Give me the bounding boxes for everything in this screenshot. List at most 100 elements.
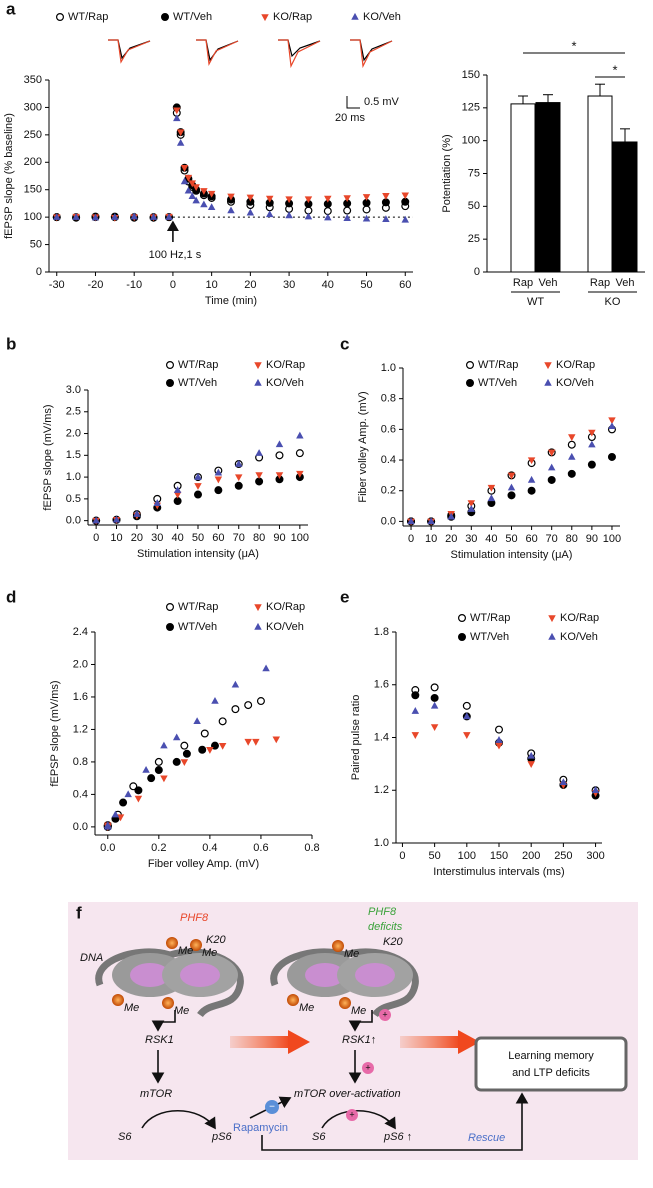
svg-text:−: −	[269, 1102, 275, 1113]
data-point	[193, 717, 201, 725]
data-point	[153, 499, 161, 506]
legend-marker	[466, 361, 475, 370]
legend-marker	[548, 632, 556, 640]
data-point	[235, 474, 243, 482]
data-point	[154, 757, 163, 766]
y-axis-label: fEPSP slope (% baseline)	[3, 113, 15, 239]
data-point	[231, 705, 240, 714]
outcome-box	[474, 1036, 628, 1092]
data-point	[194, 473, 202, 480]
data-point	[275, 451, 284, 460]
me-label: Me	[174, 1005, 189, 1017]
rapamycin-label: Rapamycin	[233, 1122, 288, 1134]
data-point	[173, 491, 182, 499]
data-point	[188, 192, 197, 200]
data-point	[527, 475, 536, 483]
data-point	[527, 457, 536, 465]
y-tick-label: 1.0	[66, 471, 81, 483]
x-tick-label: 10	[110, 532, 122, 544]
outcome-label: Learning memory	[508, 1050, 594, 1062]
legend-marker	[166, 361, 175, 370]
legend-marker	[548, 615, 556, 623]
data-point	[53, 213, 61, 220]
legend-label: WT/Veh	[173, 11, 212, 23]
data-point	[180, 177, 189, 185]
outcome-label: and LTP deficits	[512, 1067, 590, 1079]
x-tick-label: 90	[273, 532, 285, 544]
data-point	[411, 732, 420, 739]
legend-label: WT/Veh	[470, 631, 509, 643]
x-tick-label: 0.6	[253, 842, 268, 854]
x-tick-label: 30	[151, 532, 163, 544]
mtor-over-label: mTOR over-activation	[294, 1088, 401, 1100]
data-point	[608, 422, 616, 430]
data-point	[184, 186, 193, 194]
data-point	[362, 214, 371, 222]
data-point	[134, 795, 143, 803]
y-tick-label: 100	[24, 211, 42, 223]
x-tick-label: 0	[93, 532, 99, 544]
y-tick-label: 1.8	[374, 626, 389, 638]
data-point	[495, 736, 503, 743]
data-point	[149, 213, 158, 220]
data-point	[246, 194, 255, 202]
x-tick-label: 10	[206, 279, 218, 291]
data-point	[214, 468, 223, 476]
me-label: Me	[178, 945, 193, 957]
x-tick-label: 20	[131, 532, 143, 544]
legend-label: WT/Veh	[178, 377, 217, 389]
bar	[612, 141, 638, 273]
data-point	[92, 516, 100, 524]
x-tick-label: 70	[233, 532, 245, 544]
y-tick-label: 1.4	[374, 731, 389, 743]
y-axis-label: fEPSP slope (mV/ms)	[42, 404, 54, 510]
data-point	[176, 139, 185, 146]
data-point	[91, 213, 100, 221]
legend-marker	[544, 362, 552, 370]
data-point	[547, 449, 556, 457]
legend-label: WT/Rap	[178, 601, 218, 613]
data-point	[607, 452, 616, 461]
x-tick-label: 80	[566, 533, 578, 545]
data-point	[275, 472, 284, 479]
data-point	[112, 515, 121, 523]
y-tick-label: 2.4	[73, 626, 88, 638]
data-point	[104, 821, 112, 828]
x-tick-label: -30	[49, 279, 65, 291]
data-point	[192, 184, 200, 192]
y-tick-label: 0.2	[381, 485, 396, 497]
data-point	[467, 505, 476, 512]
svg-text:+: +	[365, 1062, 370, 1072]
data-point	[285, 211, 293, 219]
data-point	[567, 440, 576, 449]
significance-label: *	[612, 62, 617, 77]
x-tick-label: Veh	[539, 277, 558, 289]
legend-marker	[166, 622, 175, 631]
data-point	[487, 494, 496, 502]
data-point	[173, 107, 181, 115]
legend-marker	[166, 602, 175, 611]
legend-label: WT/Veh	[178, 621, 217, 633]
data-point	[244, 701, 253, 710]
data-point	[160, 741, 168, 749]
data-point	[72, 213, 80, 220]
y-tick-label: 50	[30, 238, 42, 250]
data-point	[231, 680, 240, 688]
y-tick-label: 0.4	[73, 788, 88, 800]
legend-marker	[161, 13, 170, 22]
legend-marker	[254, 622, 262, 630]
data-point	[407, 517, 415, 525]
data-point	[588, 440, 596, 448]
data-point	[172, 733, 181, 741]
y-tick-label: 100	[462, 135, 480, 147]
data-point	[218, 717, 227, 726]
x-tick-label: 20	[445, 533, 457, 545]
y-tick-label: 50	[468, 200, 480, 212]
data-point	[275, 440, 284, 448]
x-tick-label: 100	[603, 533, 621, 545]
data-point	[130, 212, 138, 220]
x-tick-label: 0.8	[304, 842, 319, 854]
data-point	[119, 798, 128, 807]
x-tick-label: 50	[505, 533, 517, 545]
x-tick-label: Veh	[616, 277, 635, 289]
